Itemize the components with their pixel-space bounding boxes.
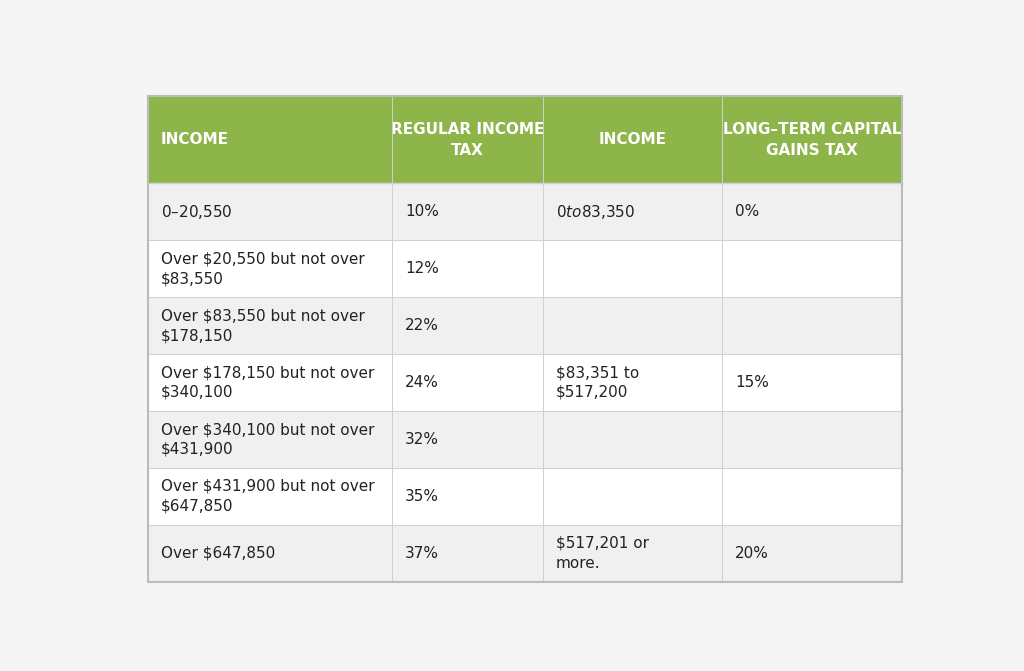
Text: 24%: 24% [406, 375, 439, 390]
Text: Over $647,850: Over $647,850 [161, 546, 274, 561]
Bar [147, 354, 392, 411]
Bar [543, 411, 723, 468]
Bar [543, 468, 723, 525]
Bar [392, 183, 543, 240]
Bar [723, 96, 902, 183]
Bar [392, 468, 543, 525]
Text: Over $431,900 but not over
$647,850: Over $431,900 but not over $647,850 [161, 479, 374, 514]
Text: Over $340,100 but not over
$431,900: Over $340,100 but not over $431,900 [161, 422, 374, 457]
Bar [723, 183, 902, 240]
Text: 0%: 0% [735, 204, 760, 219]
Bar [392, 411, 543, 468]
Bar [147, 297, 392, 354]
Text: 32%: 32% [406, 432, 439, 447]
Bar [392, 96, 543, 183]
Bar [543, 96, 723, 183]
Bar [147, 96, 392, 183]
Text: Over $83,550 but not over
$178,150: Over $83,550 but not over $178,150 [161, 308, 365, 343]
Bar [392, 240, 543, 297]
Bar [723, 240, 902, 297]
Bar [723, 354, 902, 411]
Text: $83,351 to
$517,200: $83,351 to $517,200 [556, 365, 639, 400]
Text: $517,201 or
more.: $517,201 or more. [556, 536, 649, 570]
Text: INCOME: INCOME [161, 132, 228, 147]
Text: 20%: 20% [735, 546, 769, 561]
Text: 22%: 22% [406, 318, 439, 333]
Bar [147, 183, 392, 240]
Text: REGULAR INCOME
TAX: REGULAR INCOME TAX [391, 121, 545, 158]
Bar [392, 525, 543, 582]
Text: 12%: 12% [406, 261, 439, 276]
Text: 10%: 10% [406, 204, 439, 219]
Text: INCOME: INCOME [599, 132, 667, 147]
Bar [723, 468, 902, 525]
Bar [723, 525, 902, 582]
Text: LONG–TERM CAPITAL
GAINS TAX: LONG–TERM CAPITAL GAINS TAX [723, 121, 901, 158]
Text: $0–$20,550: $0–$20,550 [161, 203, 232, 221]
Bar [392, 297, 543, 354]
Bar [543, 297, 723, 354]
Bar [543, 240, 723, 297]
Bar [723, 297, 902, 354]
Bar [147, 525, 392, 582]
Bar [147, 240, 392, 297]
Text: 35%: 35% [406, 489, 439, 504]
Text: Over $20,550 but not over
$83,550: Over $20,550 but not over $83,550 [161, 252, 365, 286]
Bar [392, 354, 543, 411]
Bar [543, 354, 723, 411]
Text: 37%: 37% [406, 546, 439, 561]
Bar [543, 183, 723, 240]
Text: $0 to $83,350: $0 to $83,350 [556, 203, 635, 221]
Bar [147, 468, 392, 525]
Bar [147, 411, 392, 468]
Text: Over $178,150 but not over
$340,100: Over $178,150 but not over $340,100 [161, 365, 374, 400]
Bar [723, 411, 902, 468]
Bar [543, 525, 723, 582]
Text: 15%: 15% [735, 375, 769, 390]
